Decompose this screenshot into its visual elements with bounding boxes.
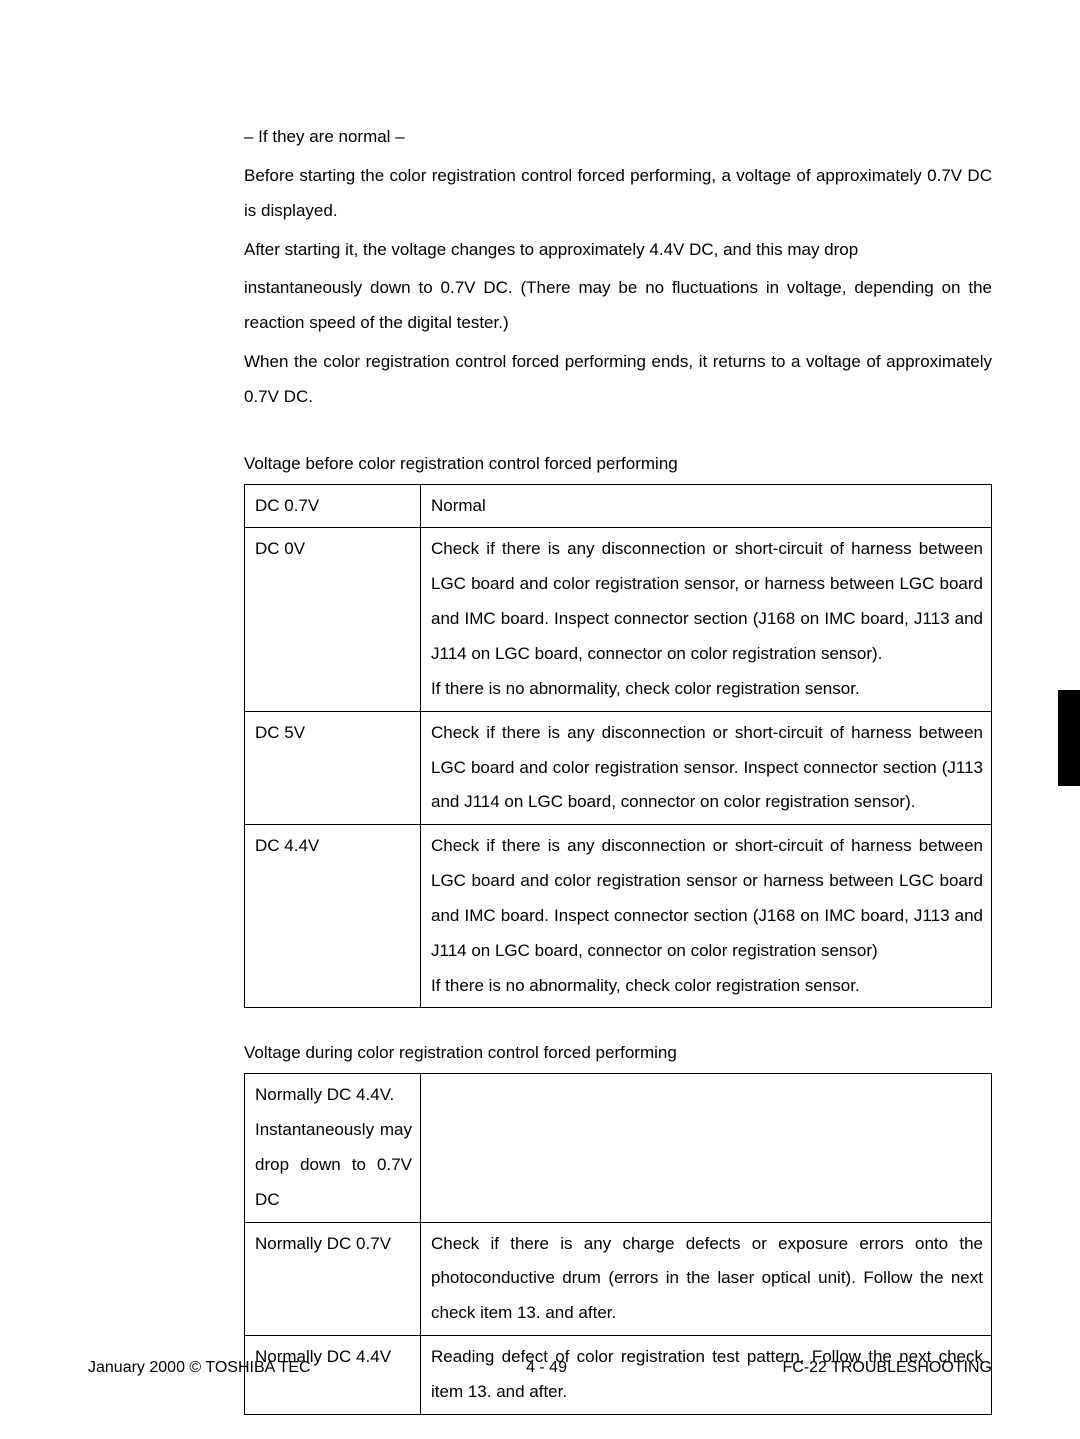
footer-right: FC-22 TROUBLESHOOTING <box>782 1352 992 1385</box>
table-row: Normally DC 0.7V Check if there is any c… <box>245 1222 992 1336</box>
voltage-cell: DC 5V <box>245 711 421 825</box>
footer-center: 4 - 49 <box>526 1352 567 1385</box>
voltage-cell: Normally DC 4.4V.Instantaneously may dro… <box>245 1074 421 1222</box>
page-footer: January 2000 © TOSHIBA TEC 4 - 49 FC-22 … <box>88 1352 992 1385</box>
table-row: DC 0.7V Normal <box>245 484 992 528</box>
voltage-cell: Normally DC 0.7V <box>245 1222 421 1336</box>
table-row: DC 0V Check if there is any disconnectio… <box>245 528 992 711</box>
description-cell <box>421 1074 992 1222</box>
description-cell: Check if there is any disconnection or s… <box>421 528 992 711</box>
intro-line: Before starting the color registration c… <box>244 159 992 229</box>
table2-caption: Voltage during color registration contro… <box>244 1036 992 1071</box>
voltage-before-table: DC 0.7V Normal DC 0V Check if there is a… <box>244 484 992 1009</box>
voltage-cell: DC 0.7V <box>245 484 421 528</box>
section-tab <box>1058 690 1080 786</box>
description-cell: Check if there is any charge defects or … <box>421 1222 992 1336</box>
voltage-cell: DC 0V <box>245 528 421 711</box>
table-row: Normally DC 4.4V.Instantaneously may dro… <box>245 1074 992 1222</box>
table1-caption: Voltage before color registration contro… <box>244 447 992 482</box>
voltage-cell: DC 4.4V <box>245 825 421 1008</box>
table-row: DC 4.4V Check if there is any disconnect… <box>245 825 992 1008</box>
description-cell: Normal <box>421 484 992 528</box>
description-cell: Check if there is any disconnection or s… <box>421 825 992 1008</box>
intro-line: – If they are normal – <box>244 120 992 155</box>
intro-line: After starting it, the voltage changes t… <box>244 233 992 268</box>
intro-line: instantaneously down to 0.7V DC. (There … <box>244 271 992 341</box>
footer-left: January 2000 © TOSHIBA TEC <box>88 1352 311 1385</box>
intro-line: When the color registration control forc… <box>244 345 992 415</box>
table-row: DC 5V Check if there is any disconnectio… <box>245 711 992 825</box>
description-cell: Check if there is any disconnection or s… <box>421 711 992 825</box>
